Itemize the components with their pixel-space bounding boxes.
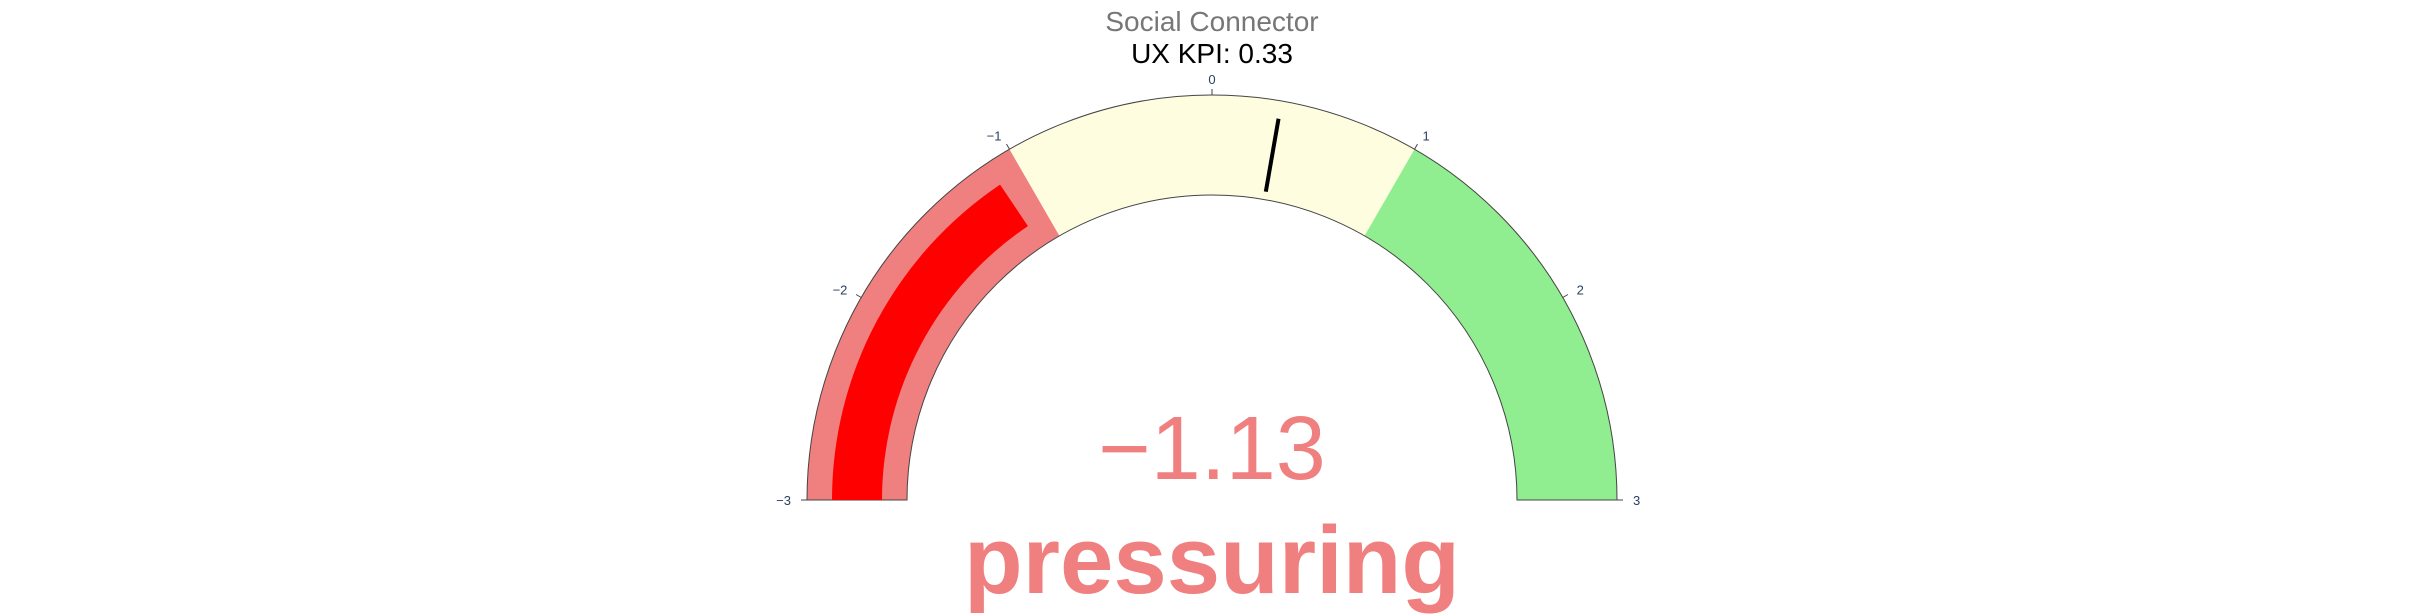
gauge-value: −1.13 (1098, 399, 1326, 499)
verdict-label: pressuring (963, 507, 1461, 614)
tick-mark-2 (1006, 143, 1010, 150)
tick-label-0: −3 (776, 493, 791, 508)
gauge-step-2 (1364, 149, 1617, 500)
chart-subtitle: UX KPI: 0.33 (1131, 38, 1293, 69)
tick-label-5: 2 (1577, 283, 1584, 298)
tick-label-3: 0 (1208, 72, 1215, 87)
gauge-step-1 (1009, 94, 1415, 236)
gauge-outline (806, 94, 1618, 501)
gauge-value-bar (832, 184, 1028, 500)
tick-label-4: 1 (1423, 128, 1430, 143)
tick-mark-1 (855, 294, 862, 298)
tick-mark-5 (1562, 294, 1569, 298)
tick-mark-4 (1414, 143, 1418, 150)
tick-label-1: −2 (833, 283, 848, 298)
chart-title: Social Connector (1105, 6, 1319, 37)
threshold-needle (1263, 118, 1281, 193)
gauge-svg: −3 −2 −1 0 1 2 3 (776, 72, 1640, 508)
gauge-chart: Social Connector UX KPI: 0.33 −3 −2 −1 0 1 2 3… (776, 6, 1640, 614)
tick-label-6: 3 (1633, 493, 1640, 508)
tick-label-2: −1 (987, 128, 1002, 143)
